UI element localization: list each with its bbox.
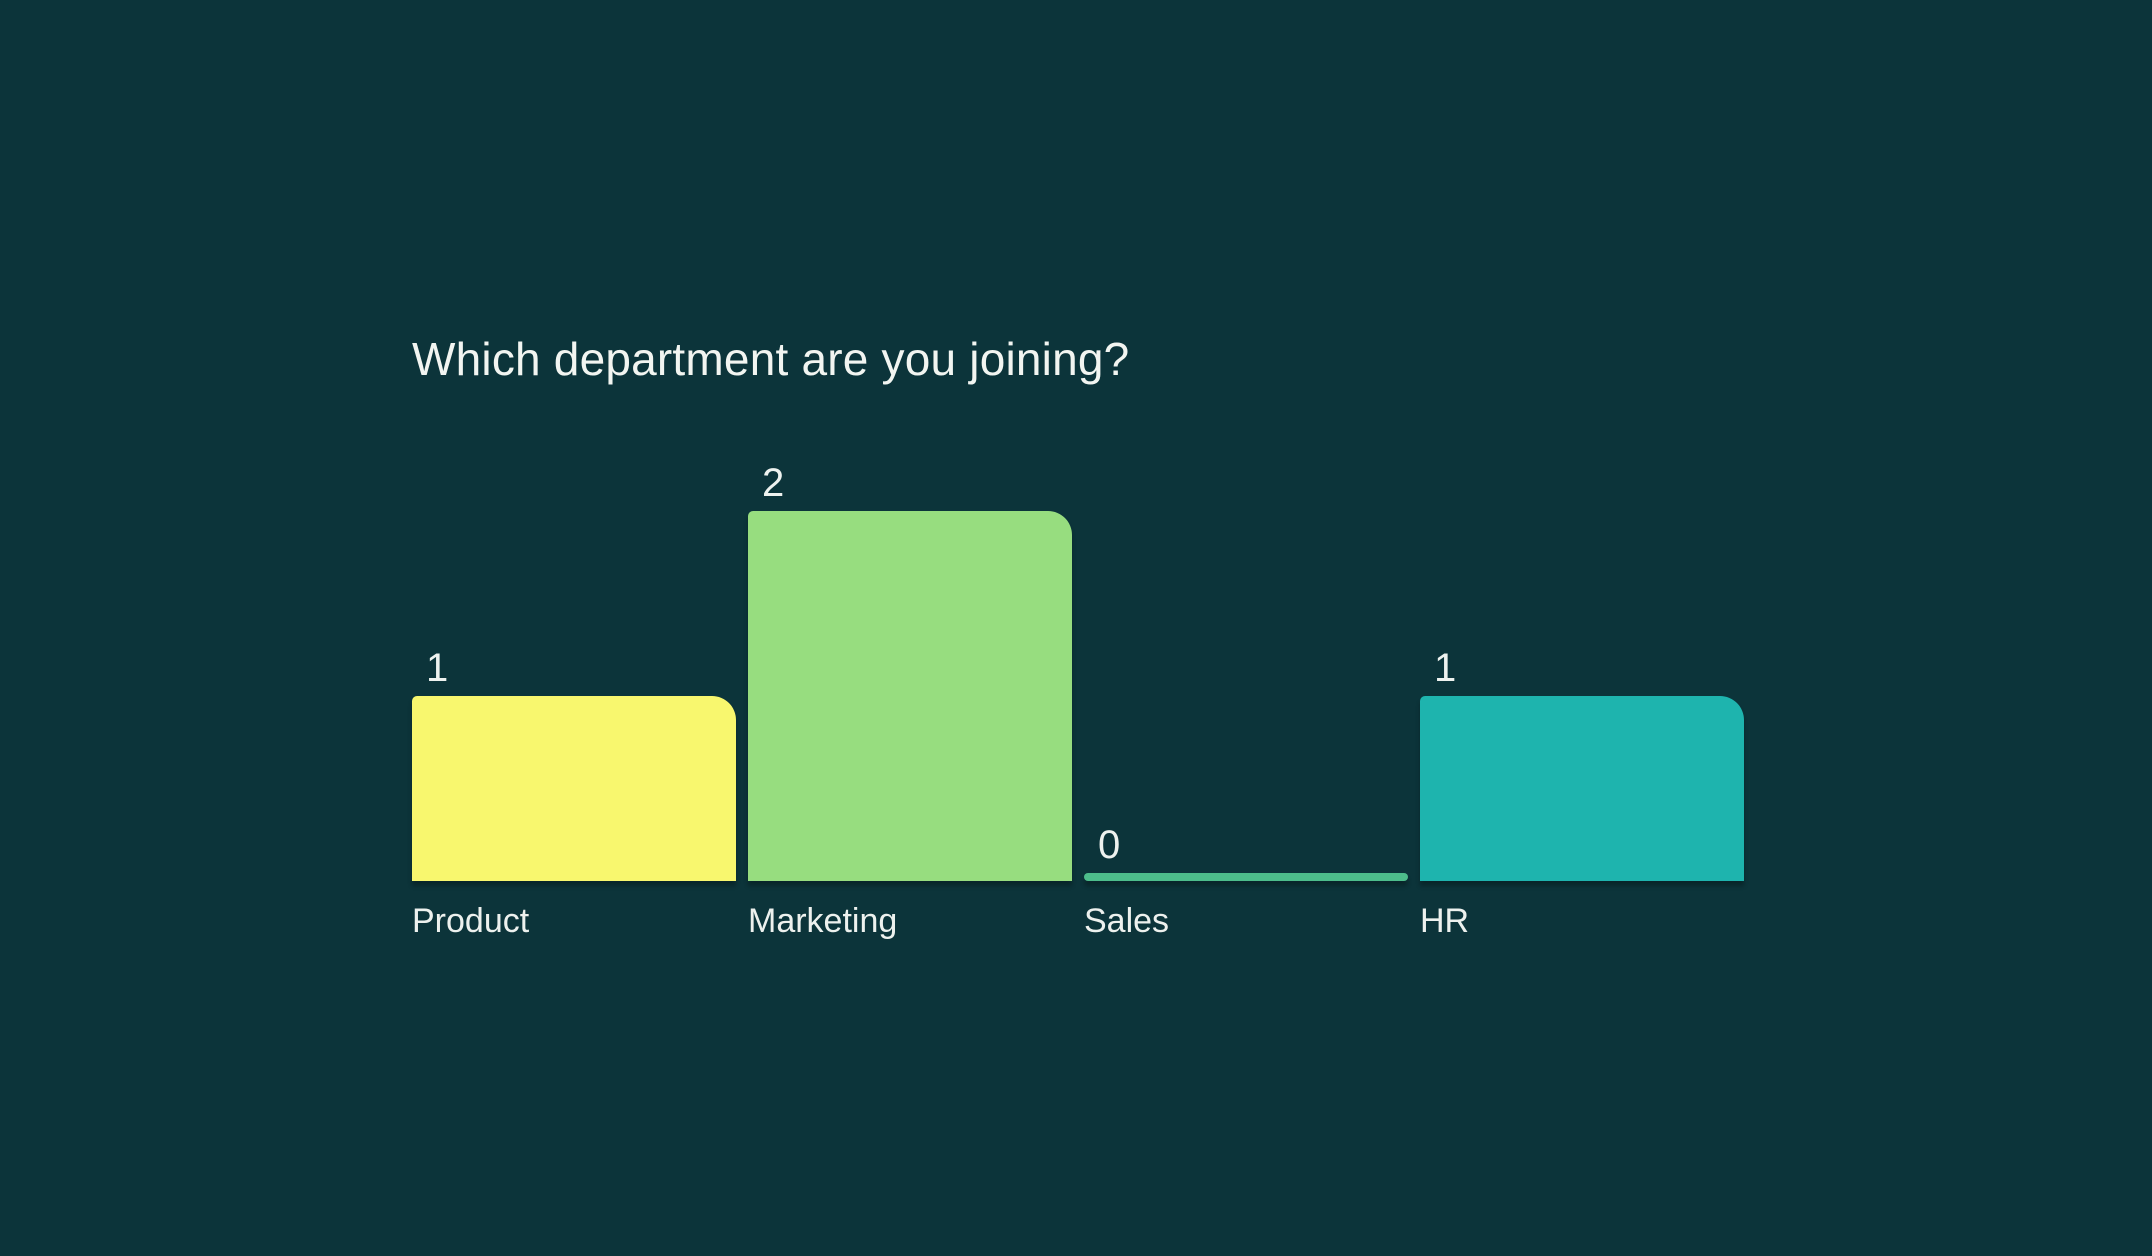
bar-marketing <box>748 511 1072 881</box>
bar-product <box>412 696 736 881</box>
bar-column-hr: 1 HR <box>1420 511 1744 940</box>
bar-column-product: 1 Product <box>412 511 736 940</box>
category-label: Marketing <box>748 902 898 940</box>
category-label: Sales <box>1084 902 1170 940</box>
category-label: Product <box>412 902 530 940</box>
bar-chart: 1 Product 2 Marketing 0 Sales 1 HR <box>412 461 1744 940</box>
bar-hr <box>1420 696 1744 881</box>
bar-sales <box>1084 873 1408 881</box>
value-label: 1 <box>426 646 449 690</box>
bar-column-marketing: 2 Marketing <box>748 461 1072 940</box>
value-label: 2 <box>762 461 785 505</box>
value-label: 0 <box>1098 823 1121 867</box>
category-label: HR <box>1420 902 1470 940</box>
bar-column-sales: 0 Sales <box>1084 511 1408 940</box>
question-title: Which department are you joining? <box>412 333 1130 385</box>
value-label: 1 <box>1434 646 1457 690</box>
